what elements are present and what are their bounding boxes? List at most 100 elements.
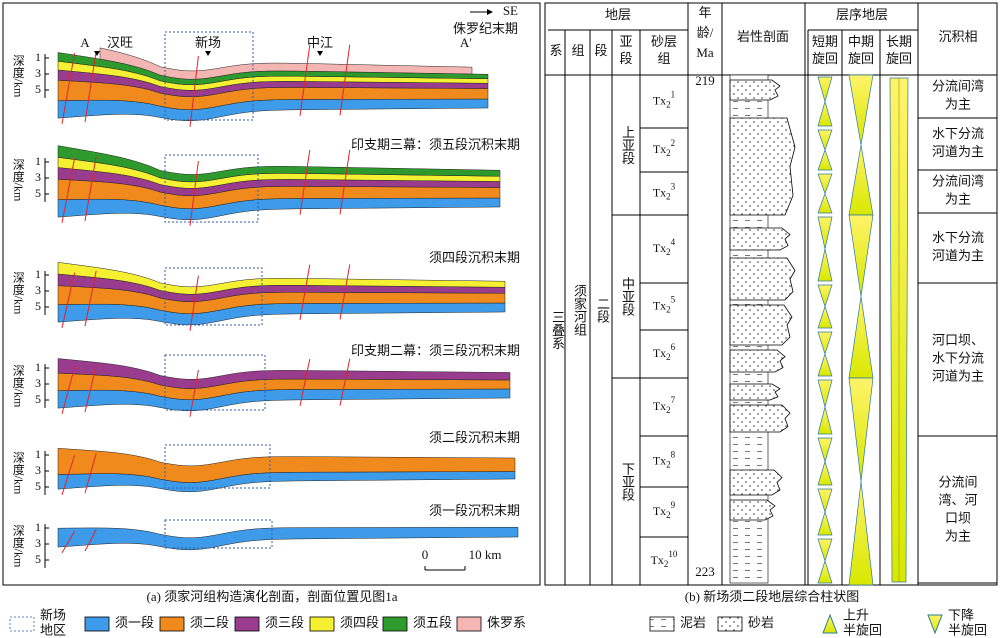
facies-label: 为主 xyxy=(945,96,971,111)
sand-group-base: Tx xyxy=(653,142,666,156)
short-cycle xyxy=(817,100,833,127)
fault xyxy=(189,275,199,331)
facies-label: 口坝 xyxy=(945,510,971,525)
sand-group: Tx29 xyxy=(653,500,676,520)
fault xyxy=(61,157,76,223)
short-cycle xyxy=(817,248,833,282)
facies-label: 分流间湾 xyxy=(932,78,984,93)
sand-group-sup: 2 xyxy=(671,138,676,148)
sand-group-sub: 2 xyxy=(666,352,671,362)
sand-group-sup: 5 xyxy=(671,295,676,305)
well-marker xyxy=(205,51,211,56)
short-cycle xyxy=(817,284,833,308)
header: 段 xyxy=(619,51,632,66)
stratum xyxy=(57,98,489,122)
stratum xyxy=(57,526,519,551)
header: 段 xyxy=(594,43,607,58)
sand-group-sub: 2 xyxy=(666,510,671,520)
depth-label: 深度/km xyxy=(11,524,25,568)
sand-group-sup: 3 xyxy=(671,182,676,192)
right-frame xyxy=(544,2,998,586)
legend-label: 泥岩 xyxy=(680,615,706,630)
depth-tick-label: 3 xyxy=(35,536,41,550)
fault xyxy=(84,529,97,552)
legend-swatch xyxy=(927,614,943,635)
short-cycle xyxy=(817,352,833,377)
sandstone xyxy=(729,383,781,401)
stratum xyxy=(57,388,511,412)
depth-tick-label: 5 xyxy=(35,552,41,566)
fault xyxy=(84,270,97,327)
header: 年 xyxy=(698,5,711,20)
submember: 中亚段 xyxy=(620,277,635,316)
fault xyxy=(61,455,76,495)
depth-tick-label: 5 xyxy=(35,299,41,313)
depth-tick-label: 3 xyxy=(35,170,41,184)
header: 地层 xyxy=(605,7,631,22)
header: 系 xyxy=(549,43,562,58)
short-cycle xyxy=(817,379,833,409)
fault xyxy=(299,44,311,116)
sand-group-sub: 2 xyxy=(666,247,671,257)
sand-group: Tx210 xyxy=(651,549,678,569)
stratum xyxy=(99,47,473,80)
well-marker xyxy=(94,51,100,56)
fault xyxy=(61,272,76,328)
sandstone xyxy=(729,227,791,251)
legend-swatch xyxy=(309,616,335,632)
sand-group-sub: 2 xyxy=(664,559,669,569)
submember: 上亚段 xyxy=(620,126,635,165)
panel-title: 侏罗纪末期 xyxy=(453,21,518,36)
header: 组 xyxy=(657,51,670,66)
facies-label: 河道为主 xyxy=(932,144,984,159)
sandstone xyxy=(729,469,783,496)
legend-label: 新场 xyxy=(40,607,66,622)
sand-group-sup: 7 xyxy=(671,395,676,405)
legend-label: 须三段 xyxy=(265,615,304,630)
fault xyxy=(84,156,97,222)
depth-tick-label: 1 xyxy=(35,360,41,374)
member: 二段 xyxy=(595,297,610,323)
sandstone xyxy=(729,304,793,346)
fault xyxy=(61,366,76,414)
fault xyxy=(84,453,97,494)
caption: (b) 新场须二段地层综合柱状图 xyxy=(685,589,859,604)
legend-swatch xyxy=(234,616,260,632)
short-cycle xyxy=(817,437,833,463)
sand-group-sup: 10 xyxy=(668,549,678,559)
depth-label: 深度/km xyxy=(11,271,25,315)
sandstone xyxy=(729,349,786,373)
depth-label: 深度/km xyxy=(11,364,25,408)
sand-group-sub: 2 xyxy=(666,148,671,158)
facies-label: 水下分流 xyxy=(932,350,984,365)
study-area-box xyxy=(164,519,273,549)
mid-cycle xyxy=(848,481,874,586)
legend-swatch xyxy=(84,616,110,632)
well-marker xyxy=(317,51,323,56)
depth-tick-label: 1 xyxy=(35,520,41,534)
fault xyxy=(339,149,351,215)
facies-label: 为主 xyxy=(945,528,971,543)
legend-label: 须一段 xyxy=(115,615,154,630)
depth-tick-label: 1 xyxy=(35,267,41,281)
depth-tick-label: 3 xyxy=(35,463,41,477)
depth-tick-label: 5 xyxy=(35,479,41,493)
age-label: 223 xyxy=(695,564,715,579)
sand-group-base: Tx xyxy=(653,241,666,255)
arrow-head xyxy=(487,9,493,15)
well-label: A′ xyxy=(460,35,472,50)
header: 层序地层 xyxy=(836,7,888,22)
header: 旋回 xyxy=(812,51,838,66)
fault xyxy=(299,358,311,406)
header: 亚 xyxy=(619,34,632,49)
study-area-box xyxy=(164,444,271,489)
short-cycle xyxy=(817,488,833,514)
sand-group-base: Tx xyxy=(653,298,666,312)
well-label: A xyxy=(80,35,90,50)
well-label: 中江 xyxy=(307,35,333,50)
facies-label: 分流间 xyxy=(938,474,977,489)
sand-group: Tx27 xyxy=(653,395,676,415)
short-cycle xyxy=(817,148,833,171)
facies-label: 为主 xyxy=(945,191,971,206)
scale-label: 10 km xyxy=(469,547,502,562)
